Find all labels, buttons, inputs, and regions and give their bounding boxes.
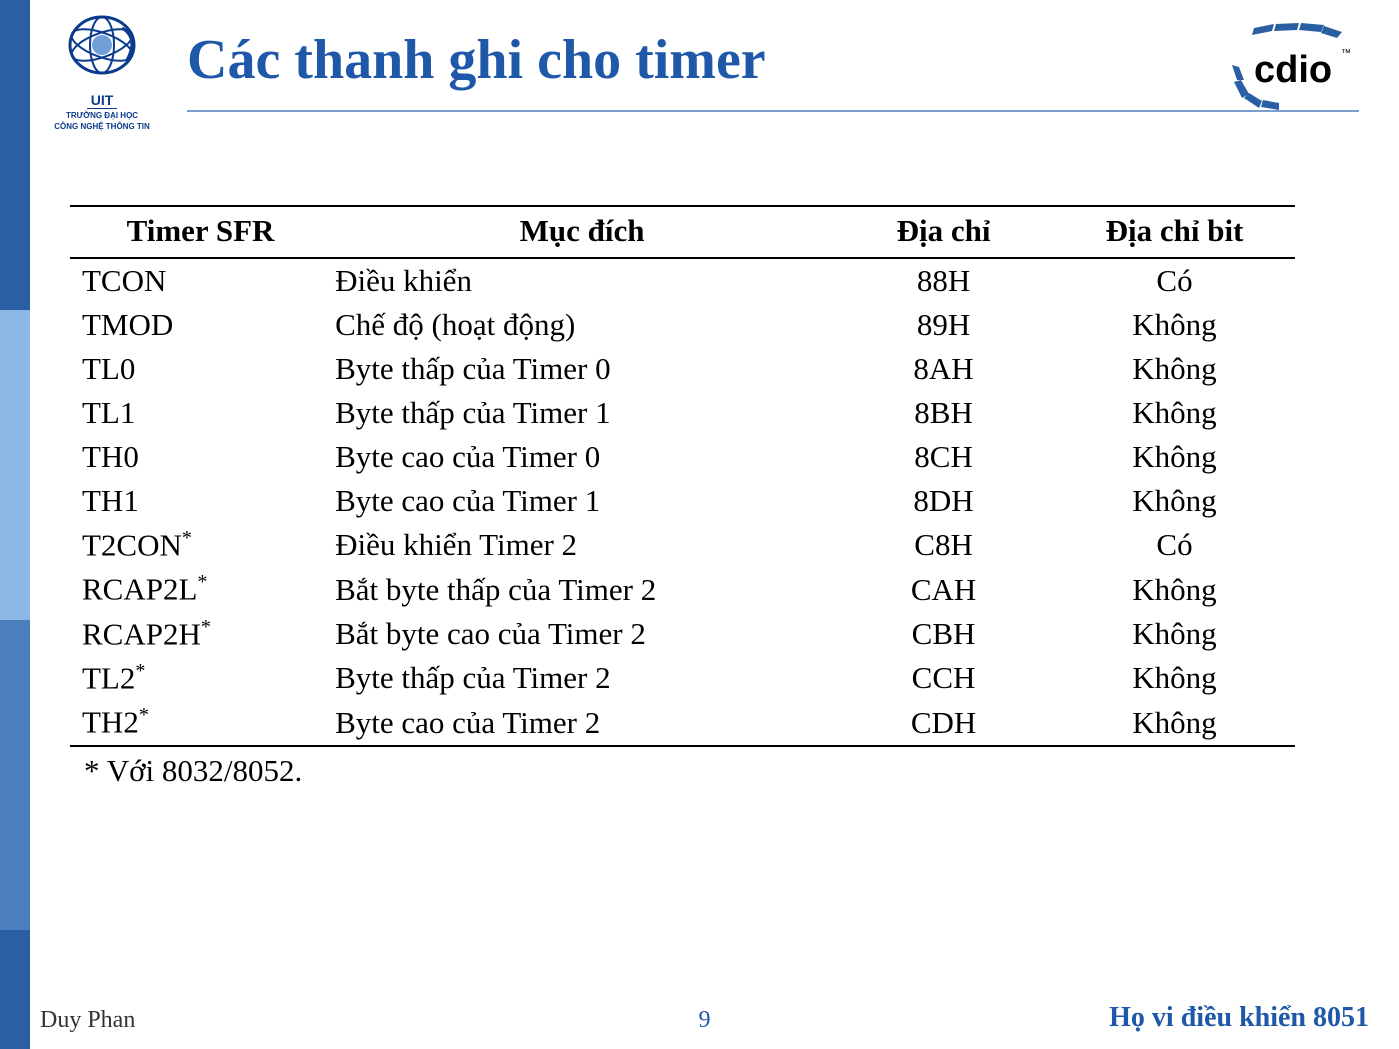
cell-bit: Không [1054,391,1295,435]
cell-sfr: TH0 [70,435,331,479]
slide-footer: Duy Phan 9 Họ vi điều khiển 8051 [40,1002,1369,1034]
cell-sfr: TH2* [70,700,331,745]
table-row: TH1Byte cao của Timer 18DHKhông [70,479,1295,523]
table-header-row: Timer SFR Mục đích Địa chỉ Địa chỉ bit [70,206,1295,258]
uit-subtitle-2: CÔNG NGHỆ THÔNG TIN [42,123,162,132]
cell-bit: Không [1054,567,1295,611]
uit-subtitle-1: TRƯỜNG ĐẠI HỌC [42,112,162,121]
cell-addr: 89H [833,303,1054,347]
cell-purpose: Chế độ (hoạt động) [331,303,833,347]
page-number: 9 [699,1007,711,1034]
cell-bit: Không [1054,656,1295,700]
cdio-text: cdio [1254,49,1332,91]
cell-purpose: Điều khiển [331,258,833,303]
col-header-sfr: Timer SFR [70,206,331,258]
slide-title: Các thanh ghi cho timer [187,28,766,92]
table-row: TL2*Byte thấp của Timer 2CCHKhông [70,656,1295,700]
sfr-table-area: Timer SFR Mục đích Địa chỉ Địa chỉ bit T… [70,205,1295,789]
title-underline [187,110,1359,112]
star-marker: * [197,571,207,593]
table-row: TL1Byte thấp của Timer 18BHKhông [70,391,1295,435]
uit-logo: UIT TRƯỜNG ĐẠI HỌC CÔNG NGHỆ THÔNG TIN [42,10,162,132]
table-row: T2CON*Điều khiển Timer 2C8HCó [70,523,1295,567]
globe-icon [57,10,147,90]
star-marker: * [182,527,192,549]
table-footnote: * Với 8032/8052. [70,753,1295,789]
cell-sfr: RCAP2H* [70,612,331,656]
cdio-logo: cdio ™ [1224,20,1354,115]
cell-bit: Có [1054,523,1295,567]
cell-purpose: Bắt byte thấp của Timer 2 [331,567,833,611]
cell-sfr: TCON [70,258,331,303]
cell-purpose: Byte thấp của Timer 2 [331,656,833,700]
cell-addr: CCH [833,656,1054,700]
cell-bit: Có [1054,258,1295,303]
cell-bit: Không [1054,347,1295,391]
cell-purpose: Byte cao của Timer 0 [331,435,833,479]
table-row: RCAP2H*Bắt byte cao của Timer 2CBHKhông [70,612,1295,656]
uit-label: UIT [87,92,118,109]
cell-purpose: Byte cao của Timer 1 [331,479,833,523]
star-marker: * [139,704,149,726]
cell-sfr: TMOD [70,303,331,347]
cell-bit: Không [1054,700,1295,745]
table-row: TL0Byte thấp của Timer 08AHKhông [70,347,1295,391]
cdio-icon: cdio ™ [1224,20,1354,110]
cell-bit: Không [1054,435,1295,479]
stripe-segment [0,0,30,310]
cell-addr: CAH [833,567,1054,611]
table-row: TH0Byte cao của Timer 08CHKhông [70,435,1295,479]
cell-addr: 8CH [833,435,1054,479]
stripe-segment [0,930,30,1049]
cell-addr: C8H [833,523,1054,567]
cell-addr: 88H [833,258,1054,303]
table-row: TMODChế độ (hoạt động)89HKhông [70,303,1295,347]
sfr-table: Timer SFR Mục đích Địa chỉ Địa chỉ bit T… [70,205,1295,747]
cell-bit: Không [1054,479,1295,523]
col-header-addr: Địa chỉ [833,206,1054,258]
slide-header: UIT TRƯỜNG ĐẠI HỌC CÔNG NGHỆ THÔNG TIN C… [42,10,1369,130]
cell-addr: 8BH [833,391,1054,435]
col-header-purpose: Mục đích [331,206,833,258]
table-row: TH2*Byte cao của Timer 2CDHKhông [70,700,1295,745]
cell-sfr: T2CON* [70,523,331,567]
table-row: TCONĐiều khiển88HCó [70,258,1295,303]
author-name: Duy Phan [40,1007,135,1034]
cell-purpose: Byte thấp của Timer 0 [331,347,833,391]
left-stripe [0,0,30,1049]
stripe-segment [0,620,30,930]
course-title: Họ vi điều khiển 8051 [1109,1002,1369,1034]
cell-purpose: Byte thấp của Timer 1 [331,391,833,435]
stripe-segment [0,310,30,620]
star-marker: * [135,660,145,682]
cell-addr: CDH [833,700,1054,745]
cell-sfr: TL1 [70,391,331,435]
cell-addr: 8DH [833,479,1054,523]
cell-bit: Không [1054,612,1295,656]
cell-sfr: TH1 [70,479,331,523]
table-row: RCAP2L*Bắt byte thấp của Timer 2CAHKhông [70,567,1295,611]
col-header-bit: Địa chỉ bit [1054,206,1295,258]
cell-sfr: TL0 [70,347,331,391]
cell-sfr: TL2* [70,656,331,700]
cell-addr: 8AH [833,347,1054,391]
cell-purpose: Byte cao của Timer 2 [331,700,833,745]
cell-purpose: Bắt byte cao của Timer 2 [331,612,833,656]
cell-addr: CBH [833,612,1054,656]
cell-bit: Không [1054,303,1295,347]
svg-text:™: ™ [1341,48,1351,59]
cell-sfr: RCAP2L* [70,567,331,611]
cell-purpose: Điều khiển Timer 2 [331,523,833,567]
star-marker: * [201,616,211,638]
